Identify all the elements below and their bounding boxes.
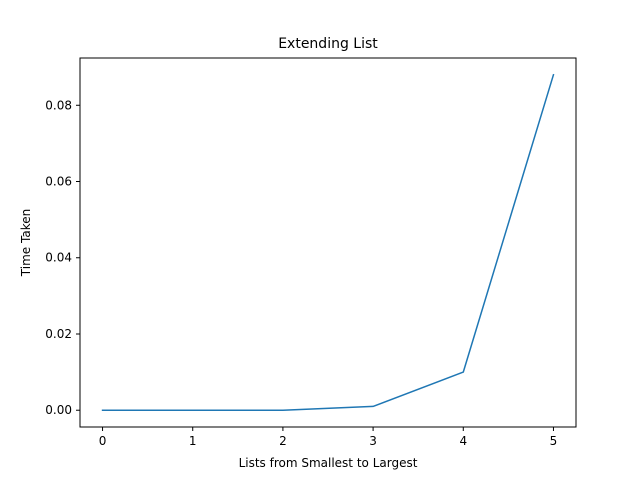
x-tick-label: 4 bbox=[459, 434, 467, 448]
chart-title: Extending List bbox=[278, 36, 378, 52]
y-tick-label: 0.00 bbox=[45, 403, 72, 417]
y-tick-label: 0.04 bbox=[45, 251, 72, 265]
x-axis: 0 1 2 3 4 5 bbox=[99, 427, 558, 448]
y-tick-label: 0.08 bbox=[45, 98, 72, 112]
plot-area bbox=[101, 73, 555, 411]
axes-frame bbox=[79, 57, 577, 428]
y-axis: 0.00 0.02 0.04 0.06 0.08 bbox=[45, 98, 80, 417]
series-line bbox=[101, 73, 555, 411]
x-tick-label: 5 bbox=[550, 434, 558, 448]
x-tick-label: 0 bbox=[99, 434, 107, 448]
y-tick-label: 0.02 bbox=[45, 327, 72, 341]
x-axis-label: Lists from Smallest to Largest bbox=[239, 456, 418, 470]
x-tick-label: 1 bbox=[189, 434, 197, 448]
y-tick-label: 0.06 bbox=[45, 175, 72, 189]
x-tick-label: 3 bbox=[369, 434, 377, 448]
y-axis-label: Time Taken bbox=[19, 209, 33, 277]
x-tick-label: 2 bbox=[279, 434, 287, 448]
